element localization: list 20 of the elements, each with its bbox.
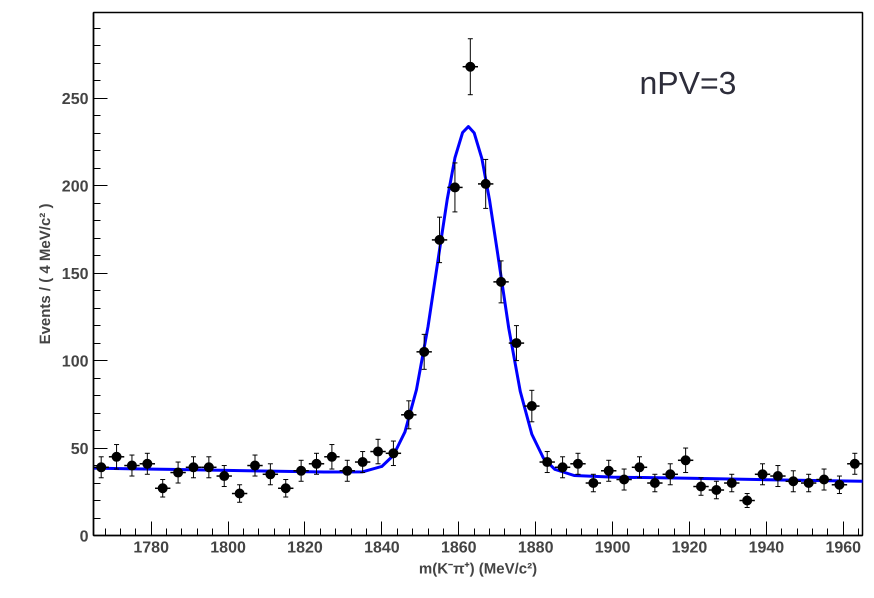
- y-tick-label: 100: [62, 354, 89, 371]
- y-tick-label: 0: [80, 528, 89, 546]
- y-tick-label: 50: [70, 441, 89, 458]
- line-series: [94, 125, 862, 483]
- y-axis-title: Events / ( 4 MeV/c² ): [36, 204, 54, 344]
- y-tick-label: 150: [62, 266, 89, 284]
- x-tick-label: 1820: [287, 540, 323, 556]
- y-tick-label: 250: [62, 91, 89, 108]
- y-tick-label: 200: [62, 178, 89, 196]
- x-tick-label: 1880: [518, 540, 554, 556]
- x-tick-label: 1780: [133, 540, 170, 556]
- x-tick-label: 1900: [594, 540, 630, 556]
- x-tick-label: 1860: [440, 540, 477, 556]
- annotation: nPV=3: [639, 65, 736, 102]
- x-tick-label: 1960: [825, 540, 862, 556]
- x-tick-label: 1800: [210, 540, 246, 556]
- x-tick-label: 1840: [364, 540, 400, 556]
- x-tick-label: 1920: [672, 540, 708, 556]
- x-tick-label: 1940: [748, 540, 784, 556]
- x-axis-title: m(K⁻π⁺) (MeV/c²): [418, 560, 538, 578]
